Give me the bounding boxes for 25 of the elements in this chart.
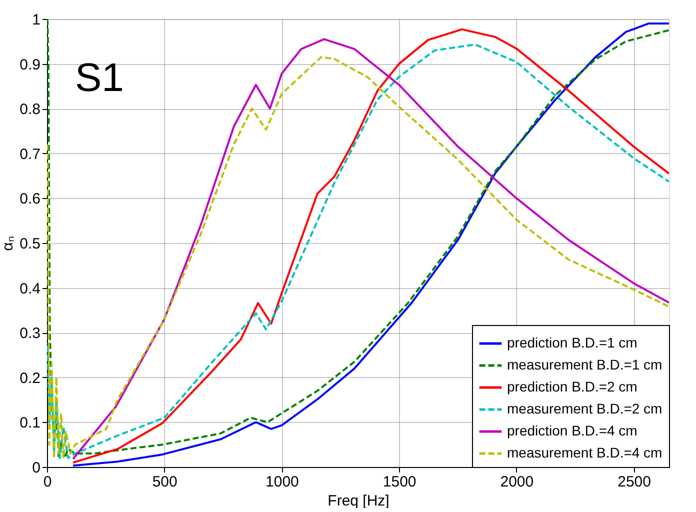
x-tick-label: 1500 xyxy=(382,474,416,490)
legend-label: prediction B.D.=4 cm xyxy=(507,422,638,438)
y-tick-label: 1 xyxy=(32,12,40,28)
y-tick-label: 0 xyxy=(32,460,40,476)
y-tick-label: 0.8 xyxy=(20,101,40,118)
x-tick-label: 2500 xyxy=(618,474,651,490)
legend-label: measurement B.D.=2 cm xyxy=(507,400,662,416)
x-tick-label: 500 xyxy=(152,474,178,490)
y-tick-label: 0.1 xyxy=(20,414,40,432)
legend-label: prediction B.D.=1 cm xyxy=(507,334,638,350)
x-tick-label: 1000 xyxy=(266,474,299,490)
x-tick-label: 2000 xyxy=(500,474,534,490)
y-tick-label: 0.4 xyxy=(20,280,40,298)
y-tick-label: 0.5 xyxy=(20,236,40,252)
y-tick-label: 0.2 xyxy=(20,370,40,387)
annotation: S1 xyxy=(75,56,124,100)
y-tick-label: 0.3 xyxy=(20,325,40,342)
legend-label: measurement B.D.=4 cm xyxy=(507,444,662,460)
y-tick-label: 0.7 xyxy=(20,146,40,163)
x-tick-label: 0 xyxy=(43,474,52,490)
legend-label: measurement B.D.=1 cm xyxy=(507,356,662,372)
y-tick-label: 0.6 xyxy=(20,190,40,208)
legend-label: prediction B.D.=2 cm xyxy=(507,378,638,394)
y-tick-label: 0.9 xyxy=(20,56,40,74)
y-axis-title: αₙ xyxy=(0,236,17,251)
